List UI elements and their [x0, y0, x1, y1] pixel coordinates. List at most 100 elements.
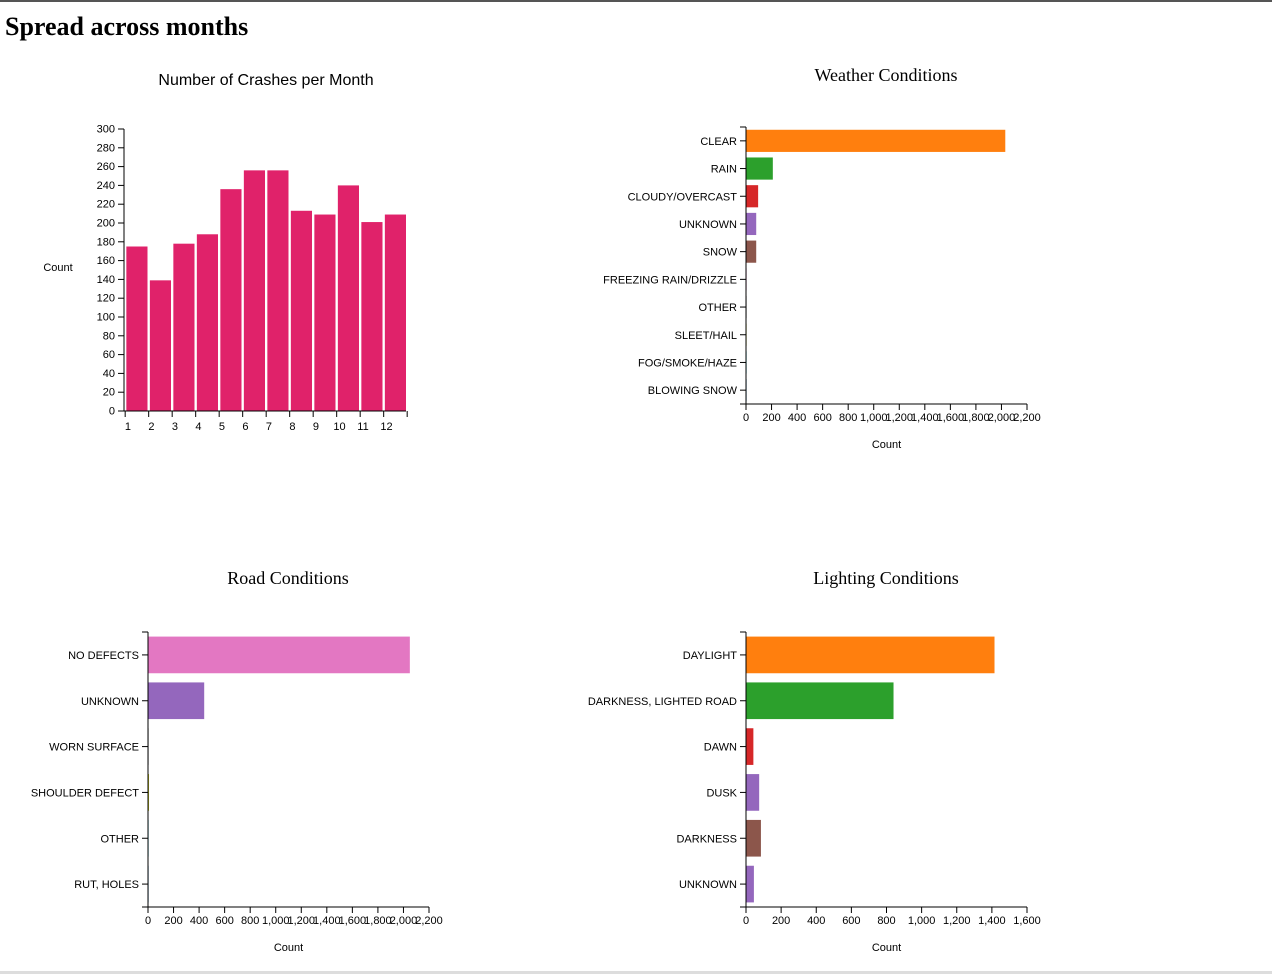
months-bar [337, 185, 359, 411]
months-bar [361, 222, 383, 411]
weather-bar [746, 185, 759, 208]
months-x-tick-label: 2 [148, 421, 154, 433]
road-x-tick-label: 400 [190, 915, 208, 927]
road-x-tick-label: 1,400 [313, 915, 341, 927]
lighting-bar [746, 636, 995, 674]
months-bar [243, 170, 265, 411]
lighting-x-tick-label: 600 [842, 915, 860, 927]
months-chart-title: Number of Crashes per Month [158, 72, 373, 89]
weather-x-tick-label: 200 [762, 412, 780, 424]
road-y-tick-label: OTHER [101, 833, 140, 845]
road-y-tick-label: NO DEFECTS [68, 650, 139, 662]
weather-x-tick-label: 2,000 [988, 412, 1016, 424]
weather-x-tick-label: 1,000 [860, 412, 888, 424]
road-x-tick-label: 800 [241, 915, 259, 927]
months-bar [220, 189, 242, 411]
lighting-x-tick-label: 400 [807, 915, 825, 927]
lighting-y-tick-label: DARKNESS, LIGHTED ROAD [588, 696, 737, 708]
road-x-tick-label: 2,200 [415, 915, 443, 927]
lighting-y-tick-label: DUSK [706, 787, 737, 799]
months-bar [267, 170, 289, 411]
road-x-tick-label: 2,000 [390, 915, 418, 927]
road-x-tick-label: 1,600 [339, 915, 367, 927]
weather-bar [746, 129, 1006, 152]
months-bar [384, 214, 406, 411]
months-bar [290, 210, 312, 411]
months-x-tick-label: 7 [266, 421, 272, 433]
road-y-tick-label: SHOULDER DEFECT [31, 787, 139, 799]
road-bar [148, 636, 410, 674]
weather-chart-xlabel: Count [872, 439, 901, 451]
months-y-tick-label: 20 [103, 387, 115, 399]
weather-x-tick-label: 0 [743, 412, 749, 424]
months-y-tick-label: 100 [97, 312, 115, 324]
weather-x-tick-label: 1,800 [962, 412, 990, 424]
lighting-y-tick-label: DARKNESS [676, 833, 737, 845]
lighting-y-tick-label: DAWN [704, 742, 737, 754]
months-y-tick-label: 40 [103, 368, 115, 380]
road-chart-xlabel: Count [274, 942, 303, 954]
weather-bar [746, 157, 773, 180]
weather-x-tick-label: 1,400 [911, 412, 939, 424]
road-bar [148, 774, 150, 811]
weather-y-tick-label: CLOUDY/OVERCAST [628, 191, 738, 203]
months-x-tick-label: 11 [357, 421, 368, 433]
lighting-bar [746, 682, 894, 720]
months-y-tick-label: 160 [97, 255, 115, 267]
weather-y-tick-label: FOG/SMOKE/HAZE [638, 357, 737, 369]
months-y-tick-label: 80 [103, 330, 115, 342]
lighting-x-tick-label: 200 [772, 915, 790, 927]
months-x-tick-label: 12 [380, 421, 392, 433]
months-y-tick-label: 200 [97, 218, 115, 230]
weather-chart-title: Weather Conditions [814, 65, 957, 85]
weather-y-tick-label: CLEAR [700, 136, 737, 148]
months-bar [173, 243, 195, 411]
months-x-tick-label: 5 [219, 421, 225, 433]
page-title: Spread across months [5, 12, 249, 41]
weather-x-tick-label: 400 [788, 412, 806, 424]
lighting-x-tick-label: 0 [743, 915, 749, 927]
road-x-tick-label: 600 [215, 915, 233, 927]
lighting-x-tick-label: 1,600 [1013, 915, 1041, 927]
months-bar [314, 214, 336, 411]
bottom-scrollbar-track [0, 971, 1272, 974]
road-y-tick-label: WORN SURFACE [49, 742, 139, 754]
months-x-tick-label: 8 [289, 421, 295, 433]
weather-y-tick-label: OTHER [699, 302, 738, 314]
road-x-tick-label: 1,800 [364, 915, 392, 927]
months-x-tick-label: 10 [333, 421, 345, 433]
months-y-tick-label: 280 [97, 142, 115, 154]
lighting-bar [746, 819, 761, 857]
lighting-bar [746, 728, 754, 765]
lighting-x-tick-label: 1,200 [943, 915, 971, 927]
weather-y-tick-label: BLOWING SNOW [648, 385, 738, 397]
weather-bar [746, 240, 757, 263]
months-bar [196, 234, 218, 411]
road-x-tick-label: 1,000 [262, 915, 290, 927]
road-bar [148, 682, 205, 720]
months-x-tick-label: 4 [195, 421, 201, 433]
lighting-x-tick-label: 800 [877, 915, 895, 927]
months-chart-ylabel: Count [43, 262, 72, 274]
months-y-tick-label: 260 [97, 161, 115, 173]
months-y-tick-label: 0 [109, 406, 115, 418]
weather-y-tick-label: FREEZING RAIN/DRIZZLE [603, 274, 737, 286]
months-y-tick-label: 240 [97, 180, 115, 192]
lighting-chart-xlabel: Count [872, 942, 901, 954]
road-x-tick-label: 1,200 [288, 915, 316, 927]
road-y-tick-label: UNKNOWN [81, 696, 139, 708]
weather-y-tick-label: SLEET/HAIL [675, 330, 737, 342]
road-x-tick-label: 200 [164, 915, 182, 927]
months-x-tick-label: 6 [242, 421, 248, 433]
months-y-tick-label: 180 [97, 236, 115, 248]
weather-y-tick-label: RAIN [711, 164, 737, 176]
months-y-tick-label: 300 [97, 124, 115, 136]
weather-x-tick-label: 1,600 [937, 412, 965, 424]
lighting-x-tick-label: 1,000 [908, 915, 936, 927]
weather-y-tick-label: SNOW [703, 247, 738, 259]
road-chart-title: Road Conditions [227, 568, 349, 588]
road-y-tick-label: RUT, HOLES [74, 879, 139, 891]
months-y-tick-label: 220 [97, 199, 115, 211]
weather-x-tick-label: 600 [813, 412, 831, 424]
